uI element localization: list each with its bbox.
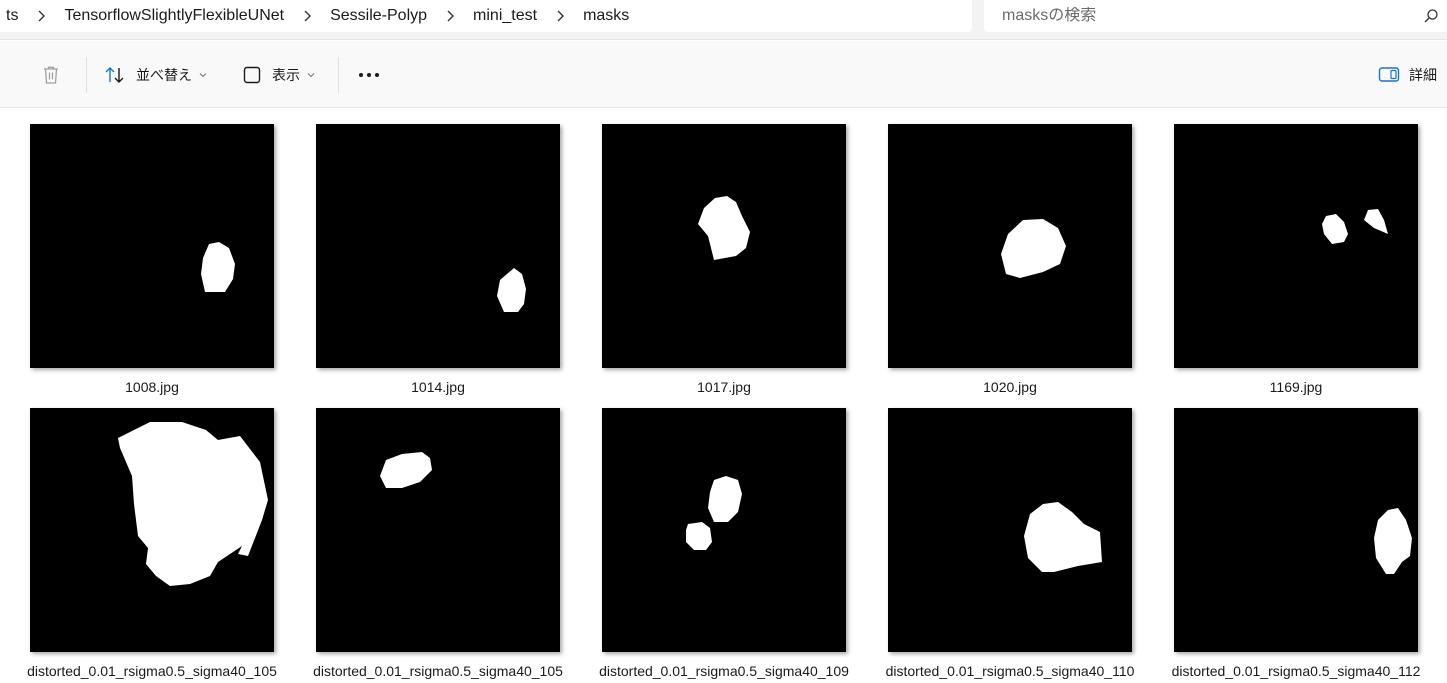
file-name[interactable]: 1008.jpg [125, 379, 179, 395]
sort-icon [105, 67, 124, 83]
file-thumbnail[interactable] [30, 408, 274, 652]
file-name[interactable]: distorted_0.01_rsigma0.5_sigma40_109 [599, 663, 849, 679]
breadcrumb-item-masks[interactable]: masks [583, 7, 630, 24]
file-grid: 1008.jpg 1014.jpg 1017.jpg 1020.jpg 1169… [0, 109, 1447, 683]
view-label: 表示 [272, 67, 300, 83]
delete-button[interactable] [40, 59, 64, 91]
details-button[interactable]: 詳細 [1378, 59, 1437, 91]
breadcrumb-item-mini-test[interactable]: mini_test [473, 7, 538, 24]
file-thumbnail[interactable] [602, 408, 846, 652]
file-thumbnail[interactable] [316, 408, 560, 652]
view-button[interactable]: 表示 [242, 59, 316, 91]
file-thumbnail[interactable] [30, 124, 274, 368]
chevron-right-icon[interactable] [288, 10, 326, 22]
chevron-down-icon[interactable] [0, 59, 6, 91]
file-name[interactable]: 1020.jpg [983, 379, 1037, 395]
file-thumbnail[interactable] [316, 124, 560, 368]
toolbar-divider [86, 57, 87, 93]
file-thumbnail[interactable] [1174, 124, 1418, 368]
chevron-right-icon[interactable] [541, 10, 579, 22]
file-thumbnail[interactable] [888, 408, 1132, 652]
breadcrumb-item-dataset[interactable]: Sessile-Polyp [330, 7, 428, 24]
search-icon[interactable] [1423, 8, 1439, 24]
file-thumbnail[interactable] [602, 124, 846, 368]
search-box[interactable] [984, 0, 1447, 32]
file-thumbnail[interactable] [1174, 408, 1418, 652]
chevron-right-icon[interactable] [22, 10, 60, 22]
file-name[interactable]: distorted_0.01_rsigma0.5_sigma40_112 [1171, 663, 1421, 679]
chevron-down-icon [307, 73, 315, 78]
file-name[interactable]: 1017.jpg [697, 379, 751, 395]
file-thumbnail[interactable] [888, 124, 1132, 368]
file-name[interactable]: distorted_0.01_rsigma0.5_sigma40_110 [885, 663, 1135, 679]
file-name[interactable]: 1169.jpg [1269, 379, 1323, 395]
more-options-button[interactable] [357, 59, 381, 91]
toolbar-divider [338, 57, 339, 93]
breadcrumb[interactable]: ts TensorflowSlightlyFlexibleUNet Sessil… [0, 0, 972, 32]
details-pane-icon [1378, 67, 1400, 82]
file-name[interactable]: 1014.jpg [411, 379, 465, 395]
breadcrumb-item-parent[interactable]: ts [6, 7, 19, 24]
search-input[interactable] [1002, 7, 1402, 25]
sort-button[interactable]: 並べ替え [104, 59, 208, 91]
sort-label: 並べ替え [136, 67, 192, 83]
more-icon [359, 73, 379, 77]
trash-icon [44, 66, 58, 84]
breadcrumb-item-project[interactable]: TensorflowSlightlyFlexibleUNet [64, 7, 285, 24]
command-bar: 並べ替え 表示 詳細 [0, 41, 1447, 108]
chevron-down-icon [199, 73, 207, 78]
file-name[interactable]: distorted_0.01_rsigma0.5_sigma40_105 [27, 663, 277, 679]
view-icon [243, 66, 261, 84]
details-label: 詳細 [1409, 67, 1437, 83]
chevron-right-icon[interactable] [431, 10, 469, 22]
address-bar-row: ts TensorflowSlightlyFlexibleUNet Sessil… [0, 0, 1447, 40]
file-name[interactable]: distorted_0.01_rsigma0.5_sigma40_105 [313, 663, 563, 679]
